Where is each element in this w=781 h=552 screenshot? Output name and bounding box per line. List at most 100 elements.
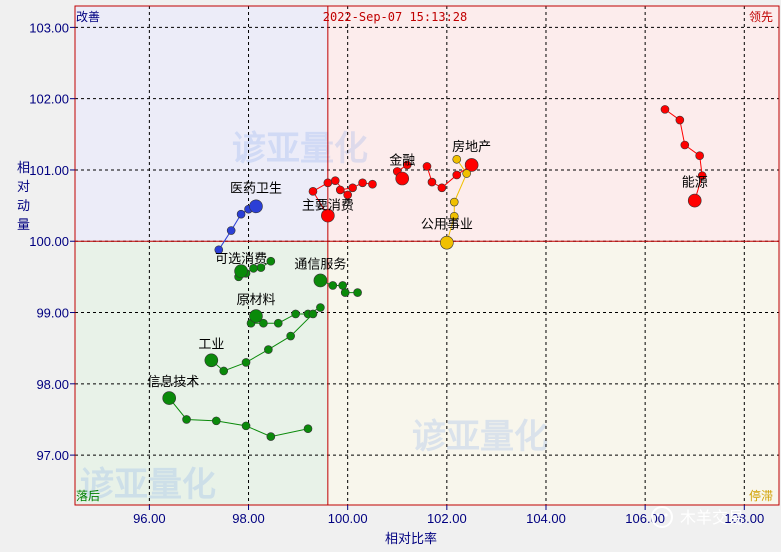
chart-timestamp: 2022-Sep-07 15:13:28 bbox=[323, 10, 468, 24]
series-trail: 房地产 bbox=[422, 139, 491, 193]
series-point bbox=[368, 179, 377, 189]
series-point bbox=[462, 169, 471, 178]
series-trail: 金融 bbox=[389, 153, 415, 186]
y-tick-label: 103.00 bbox=[29, 20, 69, 35]
watermark-text: 谚亚量化 bbox=[232, 129, 368, 169]
x-axis-title: 相对比率 bbox=[385, 531, 437, 547]
x-tick-label: 106.00 bbox=[625, 511, 665, 526]
series-trail: 通信服务 bbox=[294, 256, 362, 297]
series-point bbox=[348, 183, 357, 193]
series-trail: 可选消费 bbox=[215, 252, 276, 282]
series-trail: 主要消费 bbox=[302, 176, 377, 223]
y-axis-title: 相对动量 bbox=[17, 161, 30, 233]
x-tick-label: 96.00 bbox=[133, 511, 166, 526]
series-label: 公用事业 bbox=[421, 218, 473, 233]
series-head-point bbox=[249, 309, 263, 323]
wechat-icon-eye bbox=[664, 513, 668, 517]
y-tick-label: 102.00 bbox=[29, 92, 69, 107]
series-trail: 工业 bbox=[198, 309, 318, 376]
series-head-point bbox=[204, 353, 219, 368]
series-point bbox=[182, 415, 191, 424]
y-tick-labels: 97.00 98.00 99.00 100.00 101.00 102.00 103.00 bbox=[29, 20, 75, 463]
quadrant-improving-bg bbox=[75, 6, 328, 242]
series-point bbox=[303, 424, 313, 434]
series-point bbox=[214, 245, 224, 255]
series-label: 能源 bbox=[682, 176, 708, 191]
quadrant-label-weakening: 停滞 bbox=[749, 488, 773, 503]
brand-logo: 木羊交易 bbox=[651, 506, 744, 528]
grid-lines bbox=[75, 6, 779, 505]
series-label: 主要消费 bbox=[302, 199, 354, 214]
series-point bbox=[452, 170, 462, 180]
series-point bbox=[340, 288, 350, 297]
series-point bbox=[241, 358, 251, 367]
x-tick-label: 104.00 bbox=[526, 511, 566, 526]
series-point bbox=[335, 185, 345, 195]
series-head-point bbox=[687, 193, 702, 208]
series-head-point bbox=[464, 158, 479, 172]
series-point bbox=[452, 154, 462, 164]
series-point bbox=[343, 190, 352, 200]
series-point bbox=[249, 264, 258, 273]
series-point bbox=[660, 105, 670, 114]
series-point bbox=[328, 281, 338, 290]
series-point bbox=[323, 178, 333, 188]
quadrant-label-leading: 领先 bbox=[749, 10, 773, 24]
wechat-icon-eye bbox=[656, 513, 660, 517]
series-label: 可选消费 bbox=[215, 252, 267, 267]
series-trail: 原材料 bbox=[236, 293, 325, 328]
quadrant-label-lagging: 落后 bbox=[76, 489, 100, 503]
series-trail: 信息技术 bbox=[147, 374, 313, 441]
series-point bbox=[422, 162, 432, 171]
logo-text: 木羊交易 bbox=[680, 508, 744, 527]
x-tick-label: 98.00 bbox=[232, 511, 265, 526]
series-point bbox=[273, 318, 283, 328]
series-label: 原材料 bbox=[236, 293, 275, 308]
x-tick-label: 100.00 bbox=[328, 511, 368, 526]
series-line bbox=[168, 397, 309, 438]
series-label: 工业 bbox=[198, 337, 224, 352]
series-point bbox=[449, 211, 459, 221]
series-head-point bbox=[162, 391, 176, 405]
series-trail: 公用事业 bbox=[421, 154, 473, 250]
series-head-point bbox=[395, 171, 410, 186]
series-point bbox=[330, 176, 340, 185]
watermark-text: 谚亚量化 bbox=[80, 465, 216, 505]
x-tick-labels: 96.00 98.00 100.00 102.00 104.00 106.00 108.00 bbox=[133, 505, 764, 526]
quadrant-label-improving: 改善 bbox=[76, 9, 100, 24]
series-point bbox=[308, 187, 318, 196]
watermark-text: 谚亚量化 bbox=[412, 417, 548, 457]
series-point bbox=[449, 197, 459, 207]
series-point bbox=[264, 345, 273, 354]
series-point bbox=[286, 331, 295, 341]
series-head-point bbox=[313, 273, 328, 288]
y-tick-label: 100.00 bbox=[29, 234, 69, 249]
y-tick-label: 101.00 bbox=[29, 163, 69, 178]
series-point bbox=[402, 160, 412, 170]
series-point bbox=[241, 421, 251, 431]
series-head-point bbox=[440, 235, 454, 250]
plot-border bbox=[74, 5, 780, 506]
series-point bbox=[226, 226, 236, 235]
watermark-group: 谚亚量化 谚亚量化 谚亚量化 bbox=[80, 129, 548, 505]
series-point bbox=[308, 309, 318, 319]
series-point bbox=[427, 177, 437, 187]
series-head-point bbox=[234, 264, 248, 278]
series-point bbox=[697, 171, 707, 180]
x-tick-label: 108.00 bbox=[724, 511, 764, 526]
quadrant-leading-bg bbox=[327, 6, 779, 242]
series-point bbox=[680, 140, 690, 150]
series-point bbox=[353, 288, 362, 297]
series-point bbox=[266, 432, 276, 441]
series-point bbox=[675, 115, 685, 125]
center-lines bbox=[75, 6, 779, 505]
series-label: 通信服务 bbox=[294, 256, 346, 272]
series-point bbox=[266, 256, 276, 266]
series-label: 信息技术 bbox=[147, 374, 199, 390]
series-label: 医药卫生 bbox=[230, 181, 282, 196]
wechat-icon bbox=[651, 506, 673, 528]
quadrant-lagging-bg bbox=[75, 241, 328, 505]
series-point bbox=[219, 366, 229, 376]
